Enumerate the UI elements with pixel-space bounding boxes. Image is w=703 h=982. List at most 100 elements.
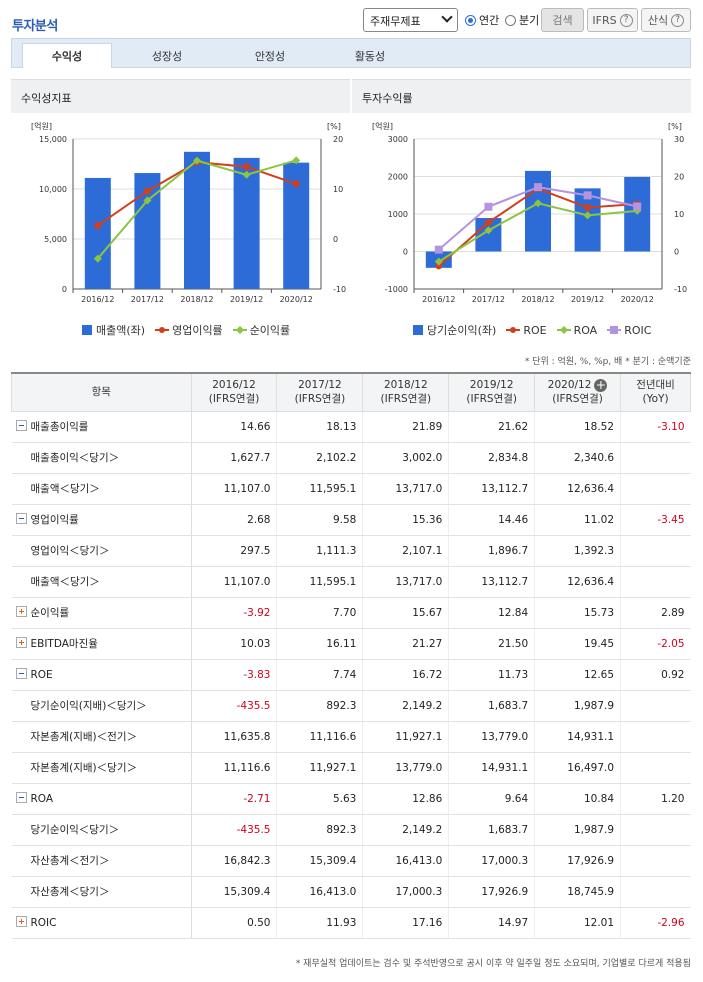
value-cell: 2,102.2: [276, 442, 364, 474]
legend-item[interactable]: 순이익률: [232, 322, 291, 338]
data-point: [584, 204, 592, 212]
tab-stability[interactable]: 안정성: [254, 49, 286, 63]
yoy-cell: [620, 690, 691, 722]
value-cell: 11,116.6: [191, 752, 278, 784]
table-row: 매출액＜당기＞ 11,107.0 11,595.1 13,717.0 13,112.7 1…: [11, 566, 691, 598]
table-row: 매출총이익＜당기＞ 1,627.7 2,102.2 3,002.0 2,834.8 2,3…: [11, 442, 691, 474]
value-cell: 1,392.3: [534, 535, 622, 567]
value-cell: 2,149.2: [362, 814, 450, 846]
data-point: [143, 187, 151, 195]
row-label[interactable]: 순이익률: [11, 597, 192, 629]
panel-title: 수익성지표: [11, 80, 350, 113]
row-label: 자본총계(지배)＜전기＞: [11, 721, 192, 753]
row-label[interactable]: 매출총이익률: [11, 411, 192, 443]
row-label-text: 자본총계(지배)＜당기＞: [30, 762, 137, 774]
row-label[interactable]: 영업이익률: [11, 504, 192, 536]
value-cell: 13,717.0: [362, 566, 450, 598]
radio-on-icon[interactable]: [465, 14, 476, 26]
collapse-icon[interactable]: [15, 420, 27, 431]
value-cell: 21.62: [448, 411, 536, 443]
yoy-cell: [620, 442, 691, 474]
legend-item[interactable]: 당기순이익(좌): [412, 322, 496, 338]
x-tick-label: 2018/12: [180, 295, 213, 304]
legend-item[interactable]: 매출액(좌): [81, 322, 145, 338]
value-cell: 892.3: [276, 814, 364, 846]
yoy-cell: [620, 845, 691, 877]
expand-icon[interactable]: [15, 916, 27, 927]
row-label-text: 당기순이익(지배)＜당기＞: [30, 700, 147, 712]
yoy-cell: 1.20: [620, 783, 691, 815]
column-header: 2019/12 (IFRS연결): [448, 372, 536, 412]
value-cell: 11,595.1: [276, 473, 364, 505]
legend-label: ROA: [573, 323, 598, 337]
row-label: 자산총계＜전기＞: [11, 845, 192, 877]
column-header: 2020/12 + (IFRS연결): [534, 372, 622, 412]
bar: [525, 170, 551, 252]
radio-quarter[interactable]: 분기: [505, 12, 539, 28]
value-cell: 10.03: [191, 628, 278, 660]
x-tick-label: 2016/12: [422, 295, 455, 304]
value-cell: 2,834.8: [448, 442, 536, 474]
value-cell: 17,000.3: [448, 845, 536, 877]
value-cell: 16,413.0: [276, 876, 364, 908]
collapse-icon[interactable]: [15, 668, 27, 679]
value-cell: 1,896.7: [448, 535, 536, 567]
expand-icon[interactable]: [15, 637, 27, 648]
value-cell: 5.63: [276, 783, 364, 815]
y-left-unit: [억원]: [31, 121, 52, 131]
value-cell: 16,842.3: [191, 845, 278, 877]
row-label[interactable]: EBITDA마진율: [11, 628, 192, 660]
legend-label: ROIC: [624, 323, 652, 337]
tab-bar: 수익성 성장성 안정성 활동성: [11, 38, 691, 68]
value-cell: 11.93: [276, 907, 364, 939]
collapse-icon[interactable]: [15, 513, 27, 524]
radio-annual[interactable]: 연간: [465, 12, 499, 28]
column-header: 전년대비 (YoY): [620, 372, 691, 412]
tab-profitability[interactable]: 수익성: [22, 43, 112, 68]
row-label: 매출액＜당기＞: [11, 473, 192, 505]
footer-note: * 재무실적 업데이트는 검수 및 주석반영으로 공시 이후 약 일주일 정도 …: [295, 959, 691, 969]
collapse-icon[interactable]: [15, 792, 27, 803]
data-point: [484, 218, 492, 226]
ifrs-help-button[interactable]: IFRS ?: [587, 8, 638, 32]
row-label[interactable]: ROE: [11, 659, 192, 691]
value-cell: 12.86: [362, 783, 450, 815]
expand-icon[interactable]: [15, 606, 27, 617]
row-label-text: 매출총이익＜당기＞: [30, 452, 120, 464]
value-cell: 11.73: [448, 659, 536, 691]
row-label[interactable]: ROA: [11, 783, 192, 815]
profitability-chart: [억원] [%] 15,000 10,000 5,000 0 20 10 0 -10 2016/12…: [31, 121, 346, 304]
add-column-icon[interactable]: +: [594, 378, 608, 393]
panel-title: 투자수익률: [352, 80, 691, 113]
value-cell: 15,309.4: [191, 876, 278, 908]
tab-activity[interactable]: 활동성: [354, 49, 386, 63]
radio-annual-label: 연간: [479, 14, 500, 27]
legend-item[interactable]: ROA: [556, 323, 598, 337]
yoy-cell: -3.45: [620, 504, 691, 536]
search-button[interactable]: 검색: [541, 8, 584, 32]
radio-off-icon[interactable]: [505, 14, 516, 26]
y-right-tick: -10: [674, 285, 687, 294]
legend-item[interactable]: ROE: [506, 324, 547, 337]
y-left-tick: 10,000: [39, 185, 67, 194]
value-cell: 13,779.0: [362, 752, 450, 784]
data-point: [484, 226, 493, 235]
table-row: 순이익률 -3.92 7.70 15.67 12.84 15.73 2.89: [11, 597, 691, 629]
table-row: ROA -2.71 5.63 12.86 9.64 10.84 1.20: [11, 783, 691, 815]
value-cell: 7.74: [276, 659, 364, 691]
value-cell: 17,926.9: [448, 876, 536, 908]
chevron-down-icon: [441, 11, 453, 23]
table-row: 매출총이익률 14.66 18.13 21.89 21.62 18.52 -3.10: [11, 411, 691, 443]
legend-item[interactable]: ROIC: [607, 324, 651, 337]
legend-label: 순이익률: [249, 324, 291, 337]
value-cell: 17.16: [362, 907, 450, 939]
value-cell: 1,683.7: [448, 814, 536, 846]
bar: [184, 151, 210, 289]
formula-help-button[interactable]: 산식 ?: [641, 8, 691, 32]
statement-select[interactable]: 주재무제표: [363, 8, 458, 32]
value-cell: 15.67: [362, 597, 450, 629]
tab-growth[interactable]: 성장성: [151, 49, 183, 63]
row-label: 영업이익＜당기＞: [11, 535, 192, 567]
legend-item[interactable]: 영업이익률: [155, 322, 223, 338]
row-label[interactable]: ROIC: [11, 907, 192, 939]
